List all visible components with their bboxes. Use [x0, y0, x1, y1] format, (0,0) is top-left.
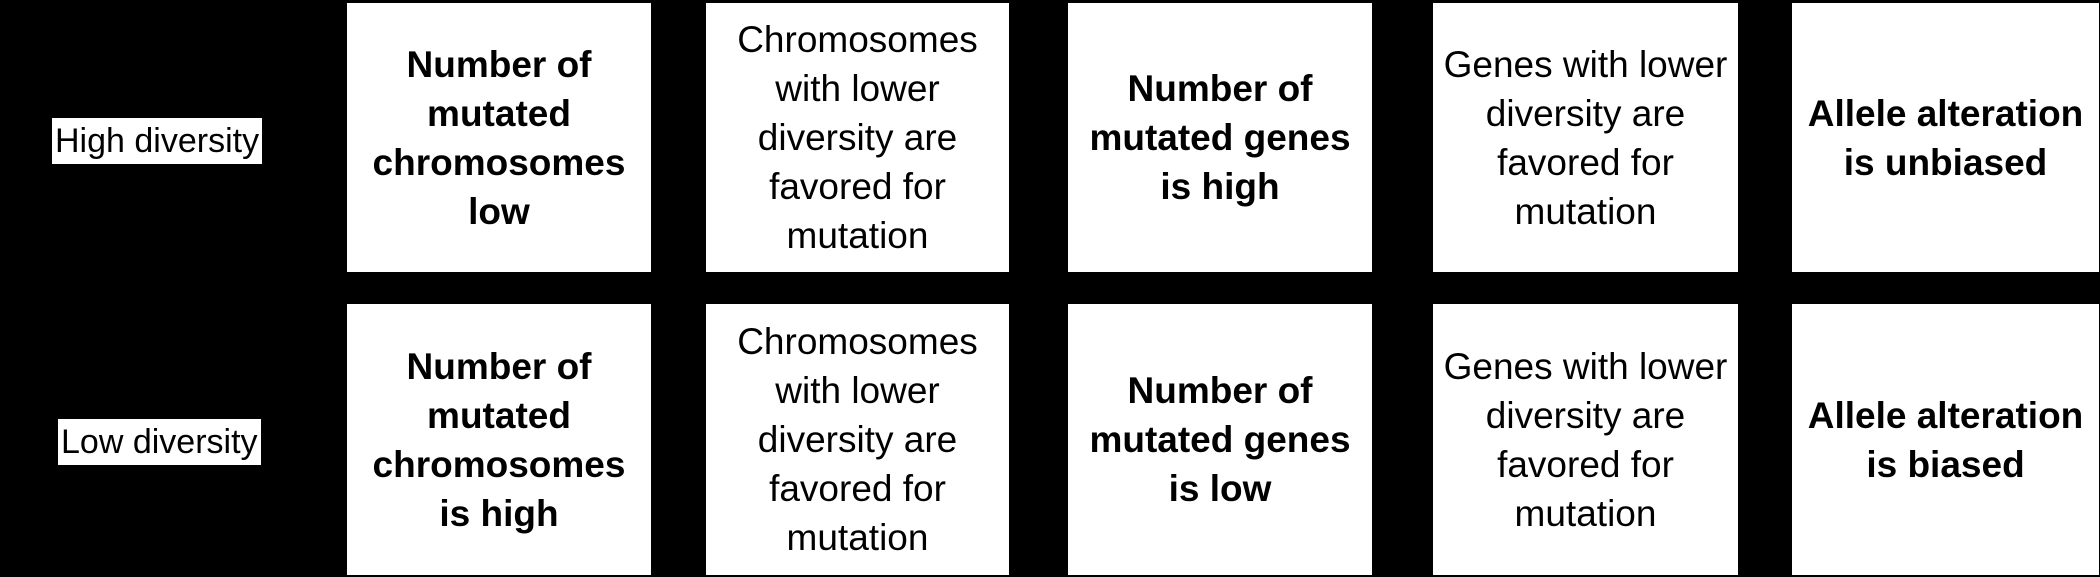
high-gene-selection-box: Genes with lower diversity are favored f… [1433, 3, 1738, 272]
low-mutated-chromosomes-text: Number of mutated chromosomes is high [372, 345, 626, 534]
low-chromosome-selection-text: Chromosomes with lower diversity are fav… [737, 321, 978, 558]
row-label-high-diversity: High diversity [52, 118, 263, 164]
high-allele-alteration-text: Allele alteration is unbiased [1807, 92, 2084, 183]
high-chromosome-selection-box: Chromosomes with lower diversity are fav… [706, 3, 1009, 272]
low-gene-selection-box: Genes with lower diversity are favored f… [1433, 304, 1738, 575]
low-chromosome-selection-box: Chromosomes with lower diversity are fav… [706, 304, 1009, 575]
row-label-low-diversity: Low diversity [58, 419, 261, 465]
low-mutated-chromosomes-box: Number of mutated chromosomes is high [347, 304, 651, 575]
high-chromosome-selection-text: Chromosomes with lower diversity are fav… [737, 19, 978, 256]
high-mutated-chromosomes-text: Number of mutated chromosomes low [372, 43, 626, 232]
high-mutated-genes-box: Number of mutated genes is high [1068, 3, 1372, 272]
high-mutated-chromosomes-box: Number of mutated chromosomes low [347, 3, 651, 272]
low-mutated-genes-box: Number of mutated genes is low [1068, 304, 1372, 575]
high-mutated-genes-text: Number of mutated genes is high [1089, 68, 1351, 207]
high-gene-selection-text: Genes with lower diversity are favored f… [1443, 43, 1728, 232]
low-mutated-genes-text: Number of mutated genes is low [1089, 370, 1351, 509]
low-gene-selection-text: Genes with lower diversity are favored f… [1443, 345, 1728, 534]
low-allele-alteration-box: Allele alteration is biased [1792, 304, 2099, 575]
high-allele-alteration-box: Allele alteration is unbiased [1792, 3, 2099, 272]
low-allele-alteration-text: Allele alteration is biased [1807, 394, 2084, 485]
